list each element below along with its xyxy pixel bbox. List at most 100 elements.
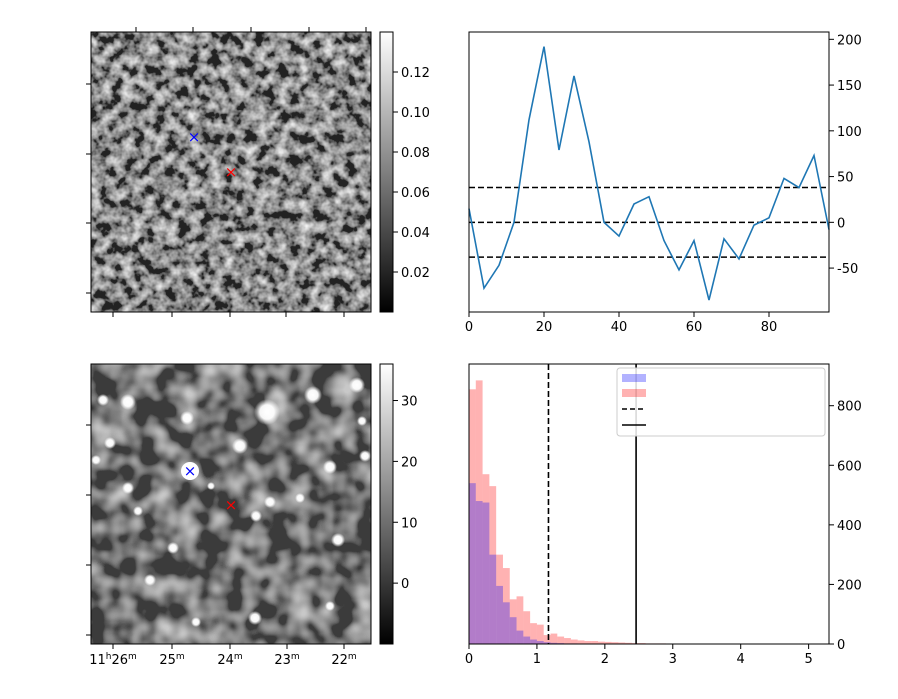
gleam-panel: 11h26m 25m 24m 23m 22m × × 0 10 20 30	[86, 363, 418, 668]
gleam-frame	[90, 363, 372, 645]
gleam-blue-source	[181, 462, 199, 480]
filter-colorbar-ticks: 0.02 0.04 0.06 0.08 0.10 0.12	[393, 66, 430, 281]
hist-bar	[489, 554, 497, 644]
hist-bar	[523, 636, 531, 644]
hist-bar	[550, 633, 558, 644]
legend-swatch-detection	[622, 389, 646, 397]
colorbar-tick-label: 0.02	[401, 266, 430, 281]
lightcurve-x-ticks: 0 20 40 60 80	[465, 312, 777, 335]
lightcurve-y-ticks: -50 0 50 100 150 200	[829, 33, 862, 277]
hist-bar	[475, 501, 483, 644]
hist-ytick-label: 200	[837, 578, 862, 593]
filter-image	[91, 32, 371, 312]
gleam-xtick-label: 25m	[159, 652, 184, 668]
hist-bar	[516, 630, 524, 644]
gleam-image	[91, 364, 371, 644]
hist-bar	[502, 568, 510, 644]
hist-bar	[536, 641, 544, 644]
filter-y-ticks	[86, 83, 91, 294]
lightcurve-frame	[468, 31, 830, 313]
gleam-xtick-label: 23m	[274, 652, 299, 668]
colorbar-tick-label: 0	[401, 577, 409, 592]
legend-box	[616, 367, 826, 437]
hist-bar	[530, 623, 537, 644]
hist-bar	[625, 642, 633, 644]
lightcurve-xtick-label: 60	[686, 320, 703, 335]
gleam-y-ticks	[86, 424, 91, 636]
colorbar-tick-label: 30	[401, 395, 418, 410]
hist-bar	[611, 642, 619, 644]
hist-bar	[502, 602, 510, 644]
hist-bar	[469, 483, 476, 644]
hist-xtick-label: 3	[669, 652, 677, 667]
lightcurve-xtick-label: 40	[611, 320, 628, 335]
hist-residual-series	[469, 483, 592, 644]
hist-bar	[523, 611, 531, 644]
hist-bar	[475, 380, 483, 644]
colorbar-tick-label: 0.08	[401, 146, 430, 161]
hist-y-ticks: 0 200 400 600 800	[829, 400, 862, 653]
lightcurve-xtick-label: 0	[465, 320, 473, 335]
hist-bar	[469, 389, 476, 644]
hist-ytick-label: 600	[837, 459, 862, 474]
hist-bar	[618, 642, 626, 644]
filter-bottom-ticks	[112, 312, 345, 317]
hist-bar	[509, 617, 517, 644]
hist-bar	[516, 596, 524, 644]
hist-ytick-label: 800	[837, 400, 862, 415]
filter-frame	[90, 31, 372, 313]
hist-bar	[577, 640, 585, 644]
hist-bar	[570, 639, 578, 644]
hist-bar	[482, 502, 490, 644]
filter-top-ticks	[135, 27, 367, 32]
hist-ytick-label: 0	[837, 638, 845, 653]
hist-xtick-label: 5	[804, 652, 812, 667]
gleam-xtick-label: 11h26m	[89, 652, 137, 668]
hist-detection-series	[469, 380, 816, 644]
histogram-panel: 0 1 2 3 4 5 0 200 400 600 800	[465, 363, 862, 667]
gleam-xtick-label: 22m	[331, 652, 356, 668]
hist-bar	[543, 642, 551, 644]
hist-bar	[564, 638, 571, 644]
lightcurve-ytick-label: 200	[837, 33, 862, 48]
hist-bar	[557, 636, 565, 644]
colorbar-tick-label: 20	[401, 455, 418, 470]
colorbar-tick-label: 0.12	[401, 66, 430, 81]
hist-ytick-label: 400	[837, 519, 862, 534]
histogram-frame	[468, 363, 830, 645]
filter-red-marker: ×	[225, 163, 238, 181]
gleam-sources	[91, 377, 371, 627]
gleam-blue-marker: ×	[184, 462, 197, 480]
hist-x-ticks: 0 1 2 3 4 5	[465, 644, 813, 667]
gleam-colorbar	[379, 363, 394, 645]
colorbar-tick-label: 0.06	[401, 186, 430, 201]
hist-xtick-label: 1	[533, 652, 541, 667]
gleam-x-ticks: 11h26m 25m 24m 23m 22m	[89, 644, 357, 668]
histogram-legend	[616, 367, 826, 437]
hist-bar	[543, 635, 551, 644]
lightcurve-threshold-lines	[469, 186, 829, 258]
hist-bar	[530, 639, 537, 644]
hist-bar	[496, 554, 503, 644]
filter-colorbar	[379, 31, 394, 313]
hist-bar	[489, 486, 497, 644]
hist-bar	[591, 641, 599, 644]
hist-bar	[584, 641, 592, 644]
hist-bar	[536, 624, 544, 644]
filter-blue-marker: ×	[188, 128, 201, 146]
colorbar-tick-label: 10	[401, 516, 418, 531]
hist-bar	[509, 599, 517, 644]
gleam-red-marker: ×	[225, 496, 238, 514]
hist-bar	[598, 641, 605, 644]
lightcurve-ytick-label: 150	[837, 79, 862, 94]
colorbar-tick-label: 0.10	[401, 106, 430, 121]
lightcurve-panel: 0 20 40 60 80 -50 0 50 100 150 200	[465, 31, 862, 335]
legend-swatch-residual	[622, 374, 646, 382]
hist-xtick-label: 2	[601, 652, 609, 667]
lightcurve-ytick-label: 50	[837, 171, 854, 186]
hist-bar	[496, 585, 503, 644]
lightcurve-ytick-label: -50	[837, 262, 858, 277]
hist-xtick-label: 0	[465, 652, 473, 667]
lightcurve-xtick-label: 20	[536, 320, 553, 335]
